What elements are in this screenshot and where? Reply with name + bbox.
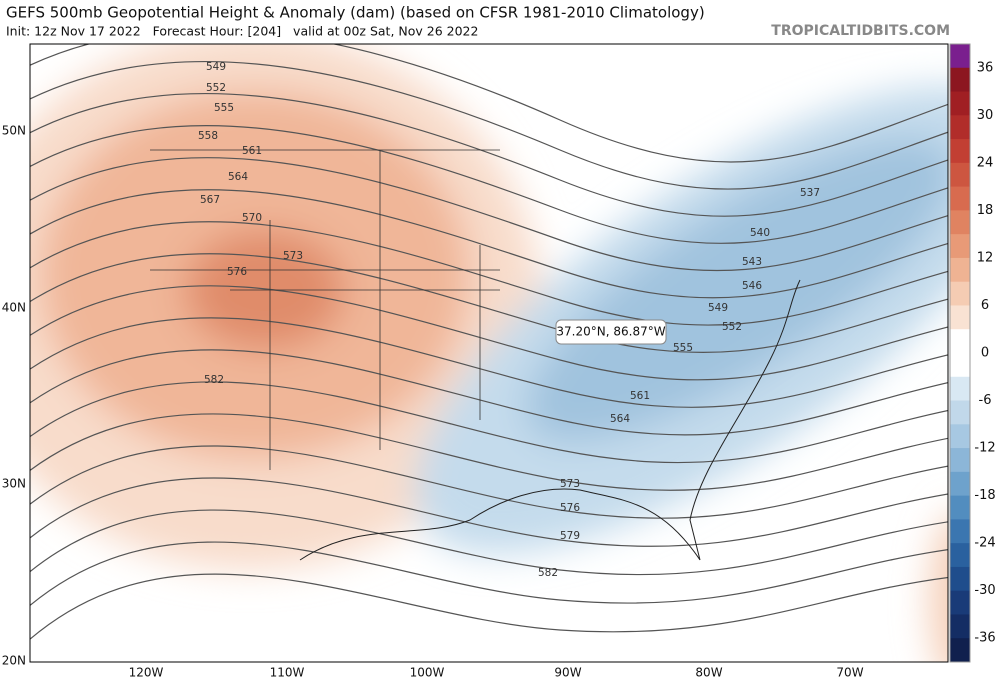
colorbar-tick: -12 [974,441,995,456]
colorbar-swatch [950,495,970,520]
contour-line [30,285,948,381]
contour-line [30,125,948,244]
contour-line [30,189,948,299]
contour-label: 564 [610,413,630,425]
contour-label: 576 [560,502,580,514]
contour-label: 543 [742,256,762,268]
colorbar-swatch [950,638,970,663]
colorbar-swatch [950,566,970,592]
contour-line [30,44,948,163]
contour-line [30,253,948,353]
colorbar-swatch [950,162,970,188]
colorbar-swatch [950,329,970,354]
colorbar-tick: 18 [977,203,994,218]
colorbar-swatch [950,519,970,544]
colorbar-swatch [950,281,970,306]
subtitle: Init: 12z Nov 17 2022 Forecast Hour: [20… [6,24,478,39]
lat-label: 40N [2,301,26,315]
colorbar-swatch [950,590,970,615]
contour-label: 558 [198,130,218,142]
colorbar-swatch [950,91,970,116]
contour-label: 555 [214,102,234,114]
colorbar-tick: -36 [974,631,995,646]
contour-line [30,573,948,641]
contour-line [30,349,948,436]
contour-label: 546 [742,280,762,292]
contour-label: 570 [242,212,262,224]
contour-line [30,92,948,217]
colorbar-swatch [950,186,970,211]
contour-line [30,541,948,607]
contour-line [30,60,948,190]
title: GEFS 500mb Geopotential Height & Anomaly… [6,4,705,22]
contour-label: 573 [283,250,303,262]
colorbar-swatch [950,257,970,283]
colorbar-tick: -24 [974,536,995,551]
colorbar-swatch [950,543,970,568]
contour-label: 537 [800,187,820,199]
tooltip-text: 37.20°N, 86.87°W [556,325,665,339]
contour-line [30,477,948,547]
contour-label: 552 [206,82,226,94]
contour-line [30,509,948,576]
colorbar-swatch [950,305,970,330]
colorbar-tick: 0 [981,346,989,361]
lon-label: 100W [410,666,445,680]
colorbar-swatch [950,471,970,497]
lon-label: 120W [129,666,164,680]
colorbar-swatch [950,448,970,473]
contour-line [30,221,948,326]
colorbar-swatch [950,115,970,140]
colorbar-tick: -18 [974,488,995,503]
contour-line [30,413,948,491]
contour-line [30,381,948,464]
colorbar-swatch [950,210,970,235]
contour-label: 555 [673,342,693,354]
colorbar-tick: 30 [977,108,994,123]
contour-label: 567 [200,194,220,206]
lat-label: 20N [2,654,26,668]
colorbar-swatch [950,424,970,449]
colorbar-tick: -30 [974,583,995,598]
contour-label: 582 [204,374,224,386]
contour-label: 549 [206,61,226,73]
contour-label: 561 [242,145,262,157]
contour-line [30,445,948,519]
contour-label: 561 [630,390,650,402]
colorbar-swatch [950,44,970,69]
colorbar-swatch [950,234,970,259]
colorbar-swatch [950,67,970,93]
colorbar-frame [949,43,971,663]
colorbar-tick: 24 [977,155,994,170]
contour-label: 549 [708,302,728,314]
tooltip: 37.20°N, 86.87°W [555,319,667,345]
contour-label: 576 [227,266,247,278]
lon-label: 110W [270,666,305,680]
map [30,44,948,662]
colorbar-swatch [950,353,970,378]
lon-label: 80W [695,666,722,680]
contour-label: 582 [538,567,558,579]
lon-label: 70W [836,666,863,680]
contour-label: 573 [560,478,580,490]
contour-label: 579 [560,530,580,542]
brand: TROPICALTIDBITS.COM [771,23,950,39]
contour-line [30,317,948,408]
colorbar-tick: 12 [977,250,994,265]
colorbar-tick: 36 [977,60,994,75]
lat-label: 30N [2,477,26,491]
colorbar-tick: -6 [979,393,992,408]
contour-line [30,157,948,272]
colorbar-swatch [950,376,970,402]
lat-label: 50N [2,124,26,138]
colorbar-swatch [950,139,970,164]
colorbar-swatch [950,400,970,425]
contour-label: 540 [750,227,770,239]
colorbar-tick: 6 [981,298,989,313]
contour-label: 564 [228,171,248,183]
lon-label: 90W [554,666,581,680]
contour-label: 552 [722,321,742,333]
colorbar-swatch [950,614,970,639]
